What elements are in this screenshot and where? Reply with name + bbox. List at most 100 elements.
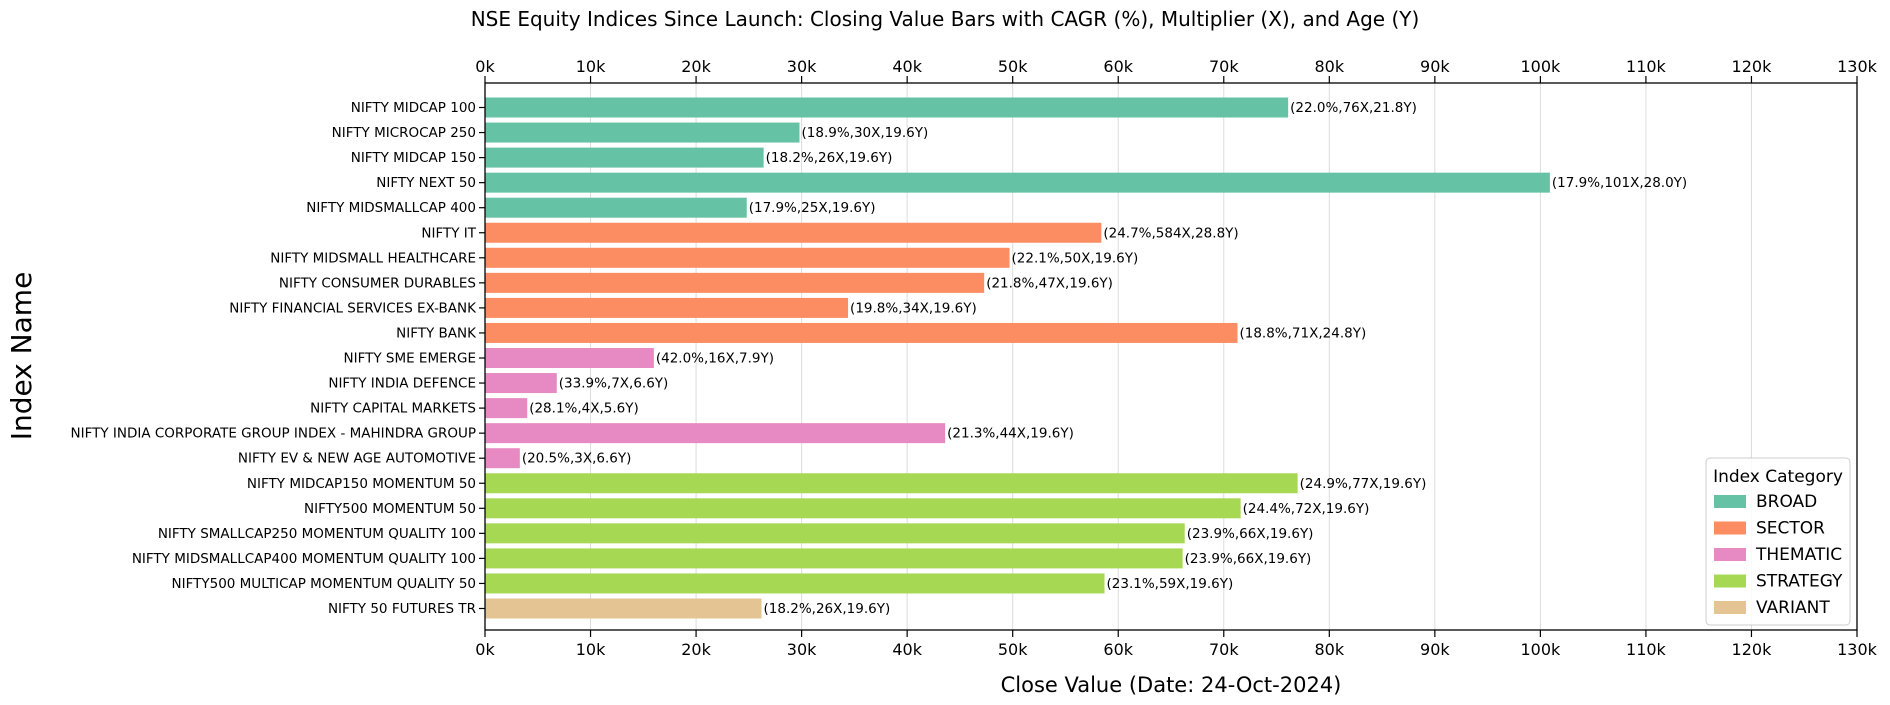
bar-value-label: (23.9%,66X,19.6Y) [1187,526,1314,542]
x-tick-label-top: 40k [892,57,922,76]
legend-swatch [1714,521,1746,535]
y-tick-label: NIFTY BANK [396,325,477,341]
y-tick-label: NIFTY NEXT 50 [376,175,476,191]
x-tick-label-top: 60k [1103,57,1133,76]
x-tick-label-bottom: 80k [1314,640,1344,659]
x-tick-label-top: 70k [1209,57,1239,76]
y-tick-label: NIFTY MIDCAP 150 [351,150,476,166]
bar [485,122,800,143]
bar [485,297,849,318]
bar [485,348,654,368]
x-tick-label-top: 110k [1626,57,1667,76]
y-tick-label: NIFTY EV & NEW AGE AUTOMOTIVE [238,451,476,467]
bar-value-label: (17.9%,101X,28.0Y) [1552,175,1687,191]
bar [485,598,762,619]
bar [485,373,557,394]
legend-swatch [1714,548,1746,561]
y-tick-label: NIFTY INDIA DEFENCE [328,376,476,392]
bar-value-label: (24.7%,584X,28.8Y) [1103,225,1238,241]
bar-value-label: (28.1%,4X,5.6Y) [529,401,639,417]
legend-label: THEMATIC [1755,545,1842,565]
x-tick-label-bottom: 30k [787,640,817,659]
x-tick-label-bottom: 130k [1837,640,1878,659]
x-tick-label-top: 130k [1837,57,1878,76]
x-tick-label-bottom: 50k [998,640,1028,659]
legend-swatch [1714,601,1746,614]
x-tick-label-top: 50k [998,57,1028,76]
bar-value-label: (20.5%,3X,6.6Y) [522,451,632,467]
y-axis: NIFTY MIDCAP 100 NIFTY MICROCAP 250 NIFTY … [70,100,485,617]
bar-value-label: (42.0%,16X,7.9Y) [656,351,774,367]
bar-value-label: (18.2%,26X,19.6Y) [764,601,891,617]
x-tick-label-top: 20k [681,57,711,76]
y-tick-label: NIFTY 50 FUTURES TR [328,601,476,617]
x-tick-label-top: 100k [1520,57,1561,76]
legend-title: Index Category [1713,467,1843,487]
bar [485,573,1105,594]
x-axis-top: 0k 10k 20k 30k 40k 50k 60k 70k 80k 90k 100k 110k 120… [475,57,1878,83]
bar-value-label: (18.2%,26X,19.6Y) [766,150,893,166]
legend-swatch [1714,574,1746,588]
bar [485,247,1010,268]
y-tick-label: NIFTY MICROCAP 250 [332,125,476,141]
y-tick-label: NIFTY MIDSMALLCAP400 MOMENTUM QUALITY 10… [132,551,476,567]
x-tick-label-bottom: 100k [1520,640,1561,659]
bar [485,272,985,293]
bar-value-label: (22.1%,50X,19.6Y) [1012,250,1139,266]
bar-value-label: (18.9%,30X,19.6Y) [802,125,929,141]
bar [485,398,528,419]
plot-frame [484,82,1858,631]
bar [485,97,1289,118]
x-tick-label-bottom: 0k [475,640,495,659]
bar [485,222,1102,243]
bar-value-label: (22.0%,76X,21.8Y) [1290,100,1417,116]
bar [485,448,520,469]
y-tick-label: NIFTY CONSUMER DURABLES [279,275,476,291]
chart-title: NSE Equity Indices Since Launch: Closing… [471,7,1420,31]
bar [485,172,1550,193]
bar-value-label: (23.1%,59X,19.6Y) [1107,576,1234,592]
bar-value-label: (18.8%,71X,24.8Y) [1239,325,1366,341]
bar [485,548,1183,569]
bar-value-label: (24.9%,77X,19.6Y) [1300,476,1427,492]
bar-value-label: (21.8%,47X,19.6Y) [986,275,1113,291]
x-tick-label-bottom: 10k [576,640,606,659]
legend-label: SECTOR [1756,519,1825,539]
bar [485,473,1298,494]
bar-value-label: (21.3%,44X,19.6Y) [947,426,1074,442]
x-tick-label-bottom: 120k [1732,640,1773,659]
y-axis-label: Index Name [5,272,38,441]
x-tick-label-bottom: 40k [892,640,922,659]
x-tick-label-bottom: 90k [1420,640,1450,659]
x-tick-label-top: 10k [576,57,606,76]
x-tick-label-bottom: 70k [1209,640,1239,659]
y-tick-label: NIFTY MIDCAP 100 [351,100,476,116]
y-tick-label: NIFTY MIDSMALL HEALTHCARE [270,250,476,266]
bar [485,423,946,444]
legend-label: VARIANT [1756,598,1830,618]
bar [485,498,1241,519]
x-tick-label-top: 30k [787,57,817,76]
x-axis-bottom: 0k 10k 20k 30k 40k 50k 60k 70k 80k 90k 100k 110k 120… [475,630,1878,659]
y-tick-label: NIFTY IT [421,225,476,241]
y-tick-label: NIFTY FINANCIAL SERVICES EX-BANK [229,300,477,316]
bars [485,97,1550,619]
y-tick-label: NIFTY500 MULTICAP MOMENTUM QUALITY 50 [172,576,477,592]
x-tick-label-top: 120k [1732,57,1773,76]
bar-labels: (22.0%,76X,21.8Y) (18.9%,30X,19.6Y) (18.2%… [522,100,1687,617]
bar-value-label: (19.8%,34X,19.6Y) [850,300,977,316]
x-tick-label-top: 0k [475,57,495,76]
y-tick-label: NIFTY SME EMERGE [343,351,476,367]
y-tick-label: NIFTY500 MOMENTUM 50 [304,501,476,517]
y-tick-label: NIFTY SMALLCAP250 MOMENTUM QUALITY 100 [158,526,476,542]
x-tick-label-bottom: 20k [681,640,711,659]
y-tick-label: NIFTY MIDCAP150 MOMENTUM 50 [247,476,476,492]
y-tick-label: NIFTY CAPITAL MARKETS [310,401,476,417]
x-tick-label-bottom: 60k [1103,640,1133,659]
bar [485,322,1238,343]
x-axis-label: Close Value (Date: 24-Oct-2024) [1001,673,1342,697]
legend: Index Category BROAD SECTOR THEMATIC STRATEG… [1705,457,1851,626]
x-tick-label-top: 80k [1314,57,1344,76]
bar [485,197,747,218]
